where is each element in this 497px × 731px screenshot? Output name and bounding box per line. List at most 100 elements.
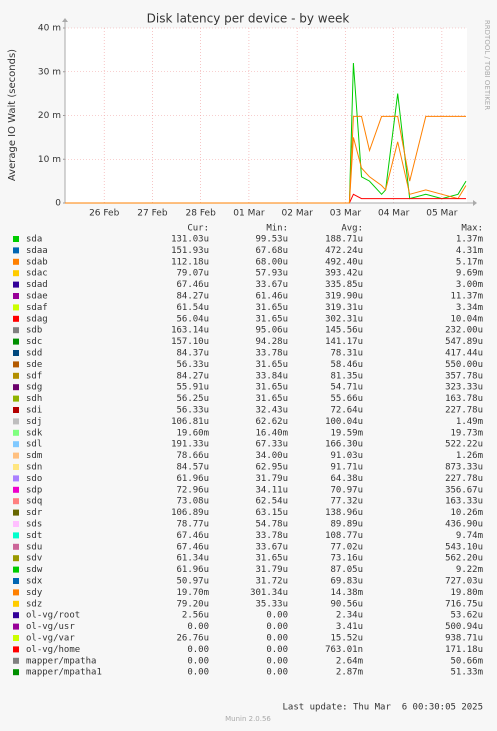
legend-stat: 34.00u	[255, 451, 288, 461]
legend-stat: 19.80m	[450, 588, 483, 598]
legend-stat: 0.00	[266, 656, 288, 666]
legend-stat: 31.65u	[255, 303, 288, 313]
legend-label: sdn	[26, 463, 42, 473]
series-line	[65, 137, 467, 204]
legend-stat: 54.78u	[255, 520, 288, 530]
legend-stat: 302.31u	[325, 314, 363, 324]
legend-header: Cur:	[187, 224, 209, 234]
legend-stat: 67.46u	[176, 280, 209, 290]
legend-stat: 84.27u	[176, 371, 209, 381]
legend-swatch	[13, 475, 19, 482]
legend-stat: 61.54u	[176, 303, 209, 313]
legend-swatch	[13, 418, 19, 425]
legend-stat: 68.00u	[255, 257, 288, 267]
legend-stat: 131.03u	[171, 235, 209, 245]
legend-swatch	[13, 532, 19, 539]
legend-label: sdd	[26, 349, 42, 359]
legend-swatch	[13, 589, 19, 596]
legend-swatch	[13, 350, 19, 356]
legend-stat: 145.56u	[325, 326, 363, 336]
legend-stat: 78.66u	[176, 451, 209, 461]
legend-stat: 141.17u	[325, 337, 363, 347]
legend-stat: 31.79u	[255, 565, 288, 575]
legend-stat: 95.06u	[255, 326, 288, 336]
legend-stat: 72.64u	[330, 406, 363, 416]
legend-stat: 10.04m	[450, 314, 483, 324]
legend-stat: 31.65u	[255, 383, 288, 393]
legend-stat: 2.56u	[182, 611, 209, 621]
legend-stat: 31.72u	[255, 577, 288, 587]
legend-stat: 19.60m	[176, 428, 209, 438]
legend-stat: 58.46u	[330, 360, 363, 370]
legend-stat: 77.32u	[330, 497, 363, 507]
legend-label: sdp	[26, 485, 42, 495]
legend-label: sdl	[26, 440, 42, 450]
legend-stat: 91.71u	[330, 463, 363, 473]
legend-stat: 84.57u	[176, 463, 209, 473]
legend-label: sdv	[26, 554, 42, 564]
legend-label: sdr	[26, 508, 43, 518]
legend-stat: 33.78u	[255, 349, 288, 359]
legend-stat: 108.77u	[325, 531, 363, 541]
legend-stat: 56.25u	[176, 394, 209, 404]
legend-swatch	[13, 315, 19, 322]
legend-stat: 522.22u	[445, 440, 483, 450]
legend-swatch	[13, 441, 19, 448]
legend-stat: 78.77u	[176, 520, 209, 530]
legend-stat: 163.33u	[445, 497, 483, 507]
legend-stat: 33.67u	[255, 542, 288, 552]
legend-stat: 547.89u	[445, 337, 483, 347]
legend-label: sdc	[26, 337, 42, 347]
legend-stat: 873.33u	[445, 463, 483, 473]
legend-stat: 62.54u	[255, 497, 288, 507]
legend-stat: 33.67u	[255, 280, 288, 290]
legend-stat: 72.96u	[176, 485, 209, 495]
legend-stat: 763.01n	[325, 645, 363, 655]
legend-stat: 319.90u	[325, 292, 363, 302]
legend-stat: 34.11u	[255, 485, 288, 495]
x-tick-label: 03 Mar	[330, 209, 362, 219]
legend-swatch	[13, 612, 19, 619]
legend-swatch	[13, 543, 19, 550]
legend-label: sdt	[26, 531, 42, 541]
legend-stat: 55.66u	[330, 394, 363, 404]
legend-stat: 31.65u	[255, 360, 288, 370]
legend-stat: 70.97u	[330, 485, 363, 495]
legend-stat: 1.37m	[456, 235, 483, 245]
legend-swatch	[13, 429, 19, 436]
legend-swatch	[13, 304, 19, 311]
legend-swatch	[13, 407, 19, 413]
legend-swatch	[13, 384, 19, 391]
legend-swatch	[13, 327, 19, 334]
legend-swatch	[13, 669, 19, 676]
legend-swatch	[13, 464, 19, 470]
y-tick-label: 0	[55, 199, 61, 209]
legend-stat: 472.24u	[325, 246, 363, 256]
legend-stat: 57.93u	[255, 269, 288, 279]
legend-stat: 157.10u	[171, 337, 209, 347]
series-line	[65, 193, 466, 204]
legend-label: sdac	[26, 269, 48, 279]
axis-arrow	[473, 200, 477, 206]
x-tick-label: 28 Feb	[186, 209, 217, 219]
legend-swatch	[13, 509, 19, 516]
legend-swatch	[13, 623, 19, 630]
legend-swatch	[13, 338, 19, 345]
legend-stat: 1.26m	[456, 451, 483, 461]
legend-stat: 67.68u	[255, 246, 288, 256]
x-tick-label: 04 Mar	[378, 209, 410, 219]
legend-swatch	[13, 657, 19, 664]
legend-stat: 0.00	[187, 656, 209, 666]
legend-label: ol-vg/home	[26, 645, 80, 655]
legend-label: sdj	[26, 417, 42, 427]
legend-stat: 550.00u	[445, 360, 483, 370]
legend-label: sda	[26, 235, 42, 245]
legend-stat: 163.78u	[445, 394, 483, 404]
legend-swatch	[13, 361, 19, 368]
legend-label: sds	[26, 520, 42, 530]
footer: Munin 2.0.56	[225, 715, 271, 723]
legend-stat: 78.31u	[330, 349, 363, 359]
legend-stat: 188.71u	[325, 235, 363, 245]
legend-stat: 3.34m	[456, 303, 483, 313]
